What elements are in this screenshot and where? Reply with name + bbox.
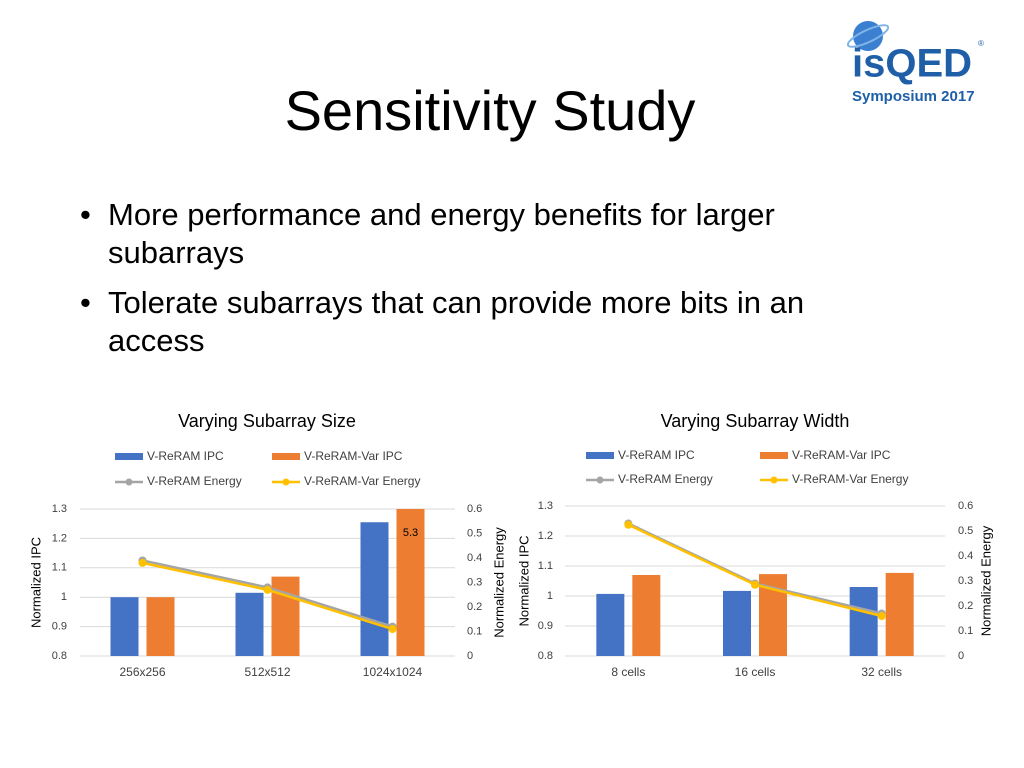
y2-tick-label: 0.3 <box>958 575 973 587</box>
logo-event: Symposium 2017 <box>852 88 975 105</box>
bar <box>723 590 751 656</box>
legend-swatch <box>586 452 614 459</box>
bullet: Tolerate subarrays that can provide more… <box>80 284 870 360</box>
line-marker <box>624 520 633 529</box>
y-tick-label: 0.8 <box>52 650 67 662</box>
y2-tick-label: 0.6 <box>958 500 973 512</box>
legend-label: V-ReRAM-Var Energy <box>304 474 420 488</box>
logo-name: isQED <box>852 42 972 86</box>
bar <box>632 575 661 656</box>
bar <box>596 593 625 656</box>
y2-tick-label: 0.3 <box>467 576 482 588</box>
chart: Varying Subarray Size 0.8 0.9 1 1.1 1.2 1.3 0 0.… <box>28 411 506 679</box>
x-tick-label: 256x256 <box>119 665 165 679</box>
line <box>627 523 882 618</box>
x-tick-label: 32 cells <box>861 665 902 679</box>
slide-title: Sensitivity Study <box>284 79 696 142</box>
legend-swatch <box>272 453 300 460</box>
y-tick-label: 0.8 <box>538 650 553 662</box>
x-tick-label: 8 cells <box>611 665 645 679</box>
y-axis-title: Normalized IPC <box>28 537 43 628</box>
legend-swatch-marker <box>282 478 290 486</box>
bullet-list: More performance and energy benefits for… <box>80 196 870 372</box>
x-tick-label: 512x512 <box>244 665 290 679</box>
y-axis-title: Normalized IPC <box>516 535 531 626</box>
chart-title: Varying Subarray Width <box>661 411 850 431</box>
y2-tick-label: 0.2 <box>467 601 482 613</box>
y2-tick-label: 0.5 <box>467 527 482 539</box>
legend-swatch <box>115 453 143 460</box>
y-tick-label: 1.2 <box>52 532 67 544</box>
y-tick-label: 0.9 <box>538 620 553 632</box>
y2-tick-label: 0 <box>467 650 473 662</box>
logo: isQED ® Symposium 2017 <box>846 21 984 105</box>
y2-tick-label: 0.1 <box>958 625 973 637</box>
logo-globe <box>853 21 883 51</box>
logo-orbit <box>846 24 890 48</box>
line-marker <box>751 580 759 589</box>
legend-swatch-marker <box>770 476 778 484</box>
bar <box>885 572 914 656</box>
legend-swatch-marker <box>596 476 604 484</box>
y2-tick-label: 0.6 <box>467 503 482 515</box>
y2-axis-title: Normalized Energy <box>978 525 993 636</box>
y-tick-label: 1 <box>61 591 67 603</box>
y2-axis-title: Normalized Energy <box>491 527 506 638</box>
legend-label: V-ReRAM IPC <box>147 449 224 463</box>
bar <box>396 509 425 656</box>
chart: Varying Subarray Width 0.8 0.9 1 1.1 1.2 1.3 0 0… <box>516 411 993 679</box>
logo-mark: ® <box>978 39 984 48</box>
legend-label: V-ReRAM Energy <box>147 474 242 488</box>
y-tick-label: 1.1 <box>52 562 67 574</box>
bar <box>235 592 264 656</box>
y-tick-label: 1 <box>547 590 553 602</box>
y-tick-label: 1.1 <box>538 560 553 572</box>
x-tick-label: 16 cells <box>735 665 776 679</box>
y-tick-label: 0.9 <box>52 621 67 633</box>
line-marker <box>877 612 886 620</box>
x-tick-label: 1024x1024 <box>363 665 423 679</box>
legend-label: V-ReRAM-Var IPC <box>792 448 891 462</box>
y2-tick-label: 0 <box>958 650 964 662</box>
legend-swatch-marker <box>125 478 133 486</box>
line <box>142 561 393 631</box>
bullet: More performance and energy benefits for… <box>80 196 870 272</box>
line <box>627 522 882 615</box>
bar <box>146 597 175 656</box>
bar <box>271 576 300 656</box>
y-tick-label: 1.3 <box>52 503 67 515</box>
legend-label: V-ReRAM-Var IPC <box>304 449 403 463</box>
y2-tick-label: 0.4 <box>958 550 973 562</box>
y-tick-label: 1.2 <box>538 530 553 542</box>
legend-label: V-ReRAM Energy <box>618 472 713 486</box>
bar <box>110 597 139 656</box>
value-label: 5.3 <box>403 527 418 539</box>
legend-label: V-ReRAM-Var Energy <box>792 472 908 486</box>
bar <box>849 587 878 656</box>
line-marker <box>263 585 272 594</box>
legend-swatch <box>760 452 788 459</box>
y2-tick-label: 0.1 <box>467 625 482 637</box>
y-tick-label: 1.3 <box>538 500 553 512</box>
line-marker <box>388 625 397 634</box>
y2-tick-label: 0.5 <box>958 525 973 537</box>
chart-title: Varying Subarray Size <box>178 411 356 431</box>
legend-label: V-ReRAM IPC <box>618 448 695 462</box>
bar <box>360 522 389 656</box>
y2-tick-label: 0.4 <box>467 552 482 564</box>
line-marker <box>138 558 147 567</box>
y2-tick-label: 0.2 <box>958 600 973 612</box>
